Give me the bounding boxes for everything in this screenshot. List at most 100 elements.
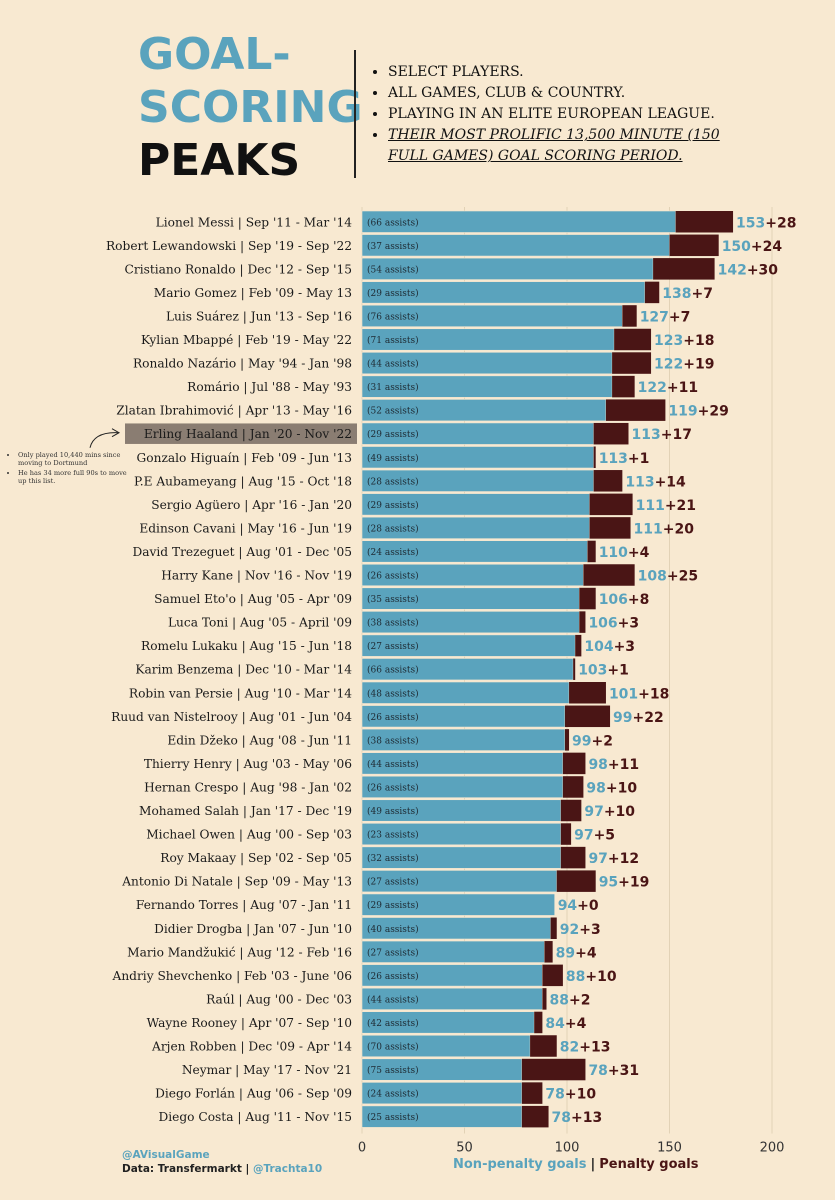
credits: @AVisualGame Data: Transfermarkt | @Trac… bbox=[122, 1148, 322, 1176]
value-penalty: +10 bbox=[585, 969, 616, 985]
value-penalty: +1 bbox=[607, 663, 628, 679]
bar-penalty bbox=[562, 752, 586, 775]
value-non-penalty: 142 bbox=[718, 262, 747, 278]
value-label: 78+13 bbox=[552, 1110, 603, 1126]
player-label: Mohamed Salah | Jan '17 - Dec '19 bbox=[139, 804, 352, 818]
bar-penalty bbox=[612, 375, 635, 398]
bar-penalty bbox=[575, 634, 582, 657]
player-label: Andriy Shevchenko | Feb '03 - June '06 bbox=[112, 969, 352, 983]
value-penalty: +28 bbox=[765, 215, 796, 231]
value-penalty: +10 bbox=[604, 804, 635, 820]
bar-penalty bbox=[550, 917, 557, 939]
player-label: Antonio Di Natale | Sep '09 - May '13 bbox=[121, 875, 352, 889]
player-label: Hernan Crespo | Aug '98 - Jan '02 bbox=[144, 780, 352, 794]
value-penalty: +31 bbox=[608, 1063, 639, 1079]
assists-label: (44 assists) bbox=[367, 759, 419, 770]
value-non-penalty: 106 bbox=[588, 616, 617, 632]
value-non-penalty: 122 bbox=[638, 380, 667, 396]
value-label: 97+12 bbox=[588, 851, 639, 867]
player-label: Erling Haaland | Jan '20 - Nov '22 bbox=[144, 427, 352, 441]
value-non-penalty: 94 bbox=[558, 898, 578, 914]
player-label: P.E Aubameyang | Aug '15 - Oct '18 bbox=[134, 474, 352, 488]
assists-label: (31 assists) bbox=[367, 382, 419, 393]
value-label: 82+13 bbox=[560, 1040, 611, 1056]
value-penalty: +19 bbox=[618, 875, 649, 891]
assists-label: (23 assists) bbox=[367, 830, 419, 841]
title-divider bbox=[354, 50, 356, 178]
title-block: GOAL- SCORING PEAKS bbox=[138, 28, 363, 187]
player-label: Thierry Henry | Aug '03 - May '06 bbox=[144, 757, 352, 771]
title-line-3: PEAKS bbox=[138, 135, 301, 186]
bar-penalty bbox=[593, 422, 629, 445]
value-penalty: +11 bbox=[667, 380, 698, 396]
value-non-penalty: 113 bbox=[625, 474, 654, 490]
assists-label: (28 assists) bbox=[367, 523, 419, 534]
value-penalty: +4 bbox=[565, 1016, 587, 1032]
bar-penalty bbox=[521, 1082, 543, 1104]
assists-label: (52 assists) bbox=[367, 406, 419, 417]
assists-label: (28 assists) bbox=[367, 476, 419, 487]
bar-penalty bbox=[564, 729, 570, 751]
value-label: 110+4 bbox=[599, 545, 650, 561]
bar-penalty bbox=[564, 705, 611, 728]
bar-penalty bbox=[569, 682, 606, 704]
player-label: Zlatan Ibrahimović | Apr '13 - May '16 bbox=[116, 404, 352, 418]
value-non-penalty: 127 bbox=[640, 309, 669, 325]
player-label: Romelu Lukaku | Aug '15 - Jun '18 bbox=[141, 639, 352, 653]
value-label: 94+0 bbox=[558, 898, 599, 914]
value-label: 103+1 bbox=[578, 663, 629, 679]
assists-label: (44 assists) bbox=[367, 994, 419, 1005]
value-label: 113+14 bbox=[625, 474, 686, 490]
value-label: 150+24 bbox=[722, 239, 783, 255]
value-label: 106+8 bbox=[599, 592, 650, 608]
value-non-penalty: 99 bbox=[572, 733, 591, 749]
assists-label: (32 assists) bbox=[367, 853, 419, 864]
value-penalty: +12 bbox=[608, 851, 639, 867]
value-penalty: +25 bbox=[667, 569, 698, 585]
bar-penalty bbox=[605, 399, 666, 421]
value-penalty: +20 bbox=[663, 521, 694, 537]
player-label: Samuel Eto'o | Aug '05 - Apr '09 bbox=[154, 592, 352, 606]
assists-label: (29 assists) bbox=[367, 288, 419, 299]
value-non-penalty: 113 bbox=[599, 451, 628, 467]
assists-label: (70 assists) bbox=[367, 1042, 419, 1053]
value-penalty: +4 bbox=[628, 545, 650, 561]
player-label: Gonzalo Higuaín | Feb '09 - Jun '13 bbox=[137, 451, 352, 465]
bar-penalty bbox=[560, 846, 586, 869]
value-non-penalty: 97 bbox=[584, 804, 603, 820]
value-non-penalty: 84 bbox=[545, 1016, 565, 1032]
assists-label: (29 assists) bbox=[367, 900, 419, 911]
value-label: 108+25 bbox=[638, 569, 698, 585]
bar-penalty bbox=[556, 870, 596, 892]
bar-penalty bbox=[653, 258, 715, 280]
credit-source-handle: @Trachta10 bbox=[252, 1163, 323, 1175]
value-label: 78+10 bbox=[545, 1087, 596, 1103]
x-tick-label: 100 bbox=[555, 1140, 580, 1155]
assists-label: (38 assists) bbox=[367, 735, 419, 746]
value-non-penalty: 89 bbox=[556, 945, 575, 961]
value-penalty: +4 bbox=[575, 945, 597, 961]
value-non-penalty: 119 bbox=[668, 404, 697, 420]
bar-penalty bbox=[614, 328, 652, 351]
credit-source: Data: Transfermarkt | bbox=[122, 1163, 253, 1175]
value-label: 78+31 bbox=[588, 1063, 639, 1079]
assists-label: (76 assists) bbox=[367, 311, 419, 322]
value-penalty: +2 bbox=[569, 992, 590, 1008]
assists-label: (54 assists) bbox=[367, 264, 419, 275]
player-label: Harry Kane | Nov '16 - Nov '19 bbox=[161, 569, 352, 583]
value-non-penalty: 78 bbox=[588, 1063, 607, 1079]
assists-label: (26 assists) bbox=[367, 782, 419, 793]
criteria-item: ALL GAMES, CLUB & COUNTRY. bbox=[388, 83, 748, 104]
player-label: Robert Lewandowski | Sep '19 - Sep '22 bbox=[106, 239, 352, 253]
bar-penalty bbox=[579, 611, 586, 633]
bar-penalty bbox=[579, 587, 596, 610]
assists-label: (24 assists) bbox=[367, 547, 419, 558]
value-penalty: +17 bbox=[661, 427, 692, 443]
value-non-penalty: 103 bbox=[578, 663, 607, 679]
bar-penalty bbox=[622, 305, 637, 327]
value-label: 88+10 bbox=[566, 969, 617, 985]
bar-penalty bbox=[573, 658, 576, 680]
assists-label: (25 assists) bbox=[367, 1112, 419, 1123]
legend-non-penalty: Non-penalty goals bbox=[453, 1157, 587, 1172]
